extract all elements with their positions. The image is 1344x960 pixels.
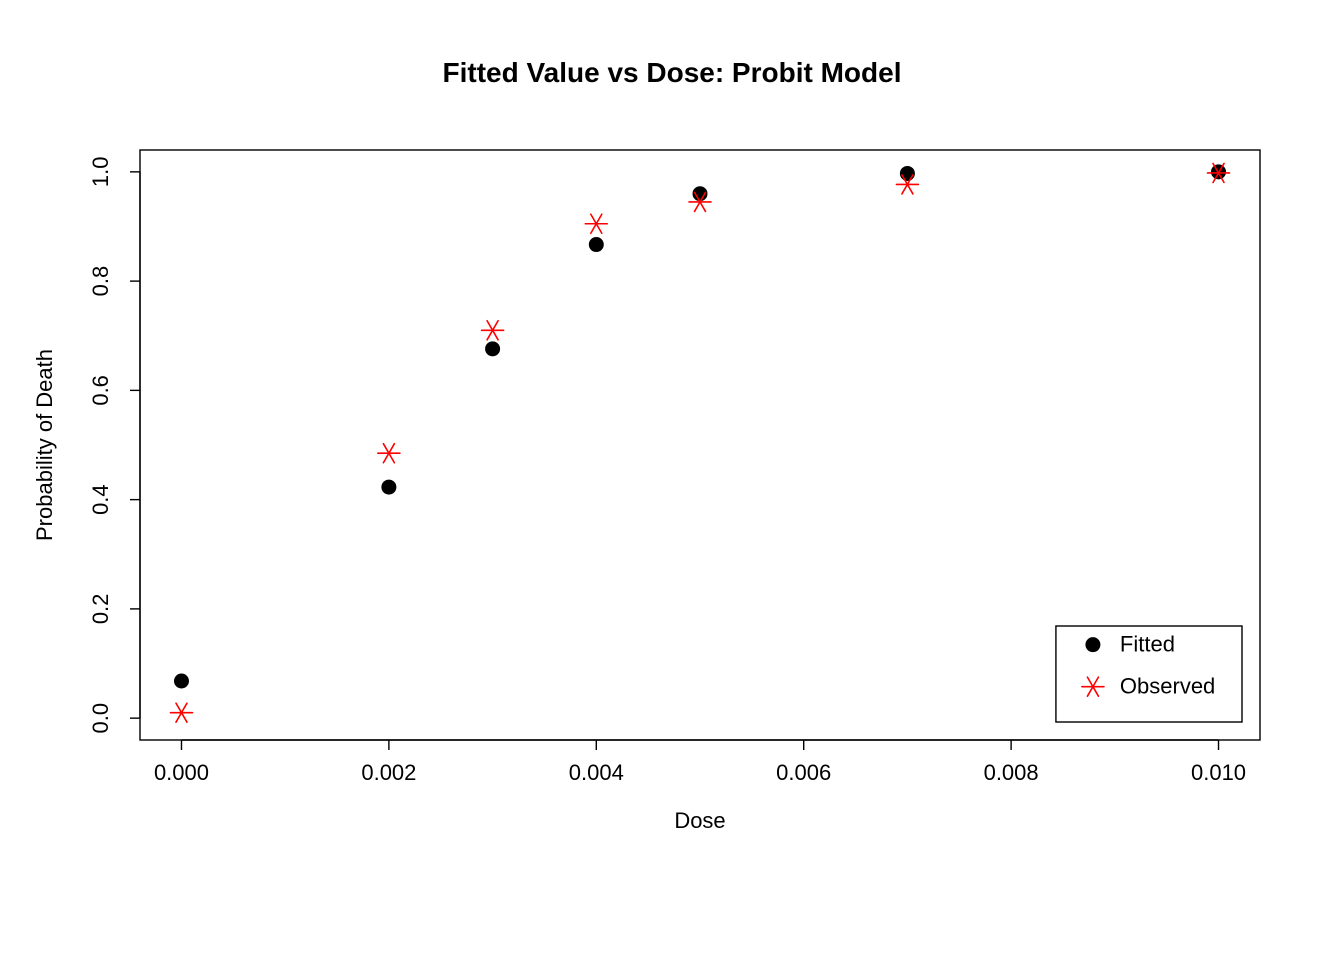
x-axis-label: Dose: [674, 808, 725, 833]
x-tick-label: 0.010: [1191, 760, 1246, 785]
y-axis-label: Probability of Death: [32, 349, 57, 541]
y-tick-label: 0.4: [88, 484, 113, 515]
point-fitted: [485, 341, 500, 356]
point-fitted: [381, 480, 396, 495]
y-tick-label: 0.6: [88, 375, 113, 406]
x-tick-label: 0.006: [776, 760, 831, 785]
y-tick-label: 0.0: [88, 703, 113, 734]
chart-background: [0, 0, 1344, 960]
chart-container: Fitted Value vs Dose: Probit Model 0.000 0…: [0, 0, 1344, 960]
chart-title: Fitted Value vs Dose: Probit Model: [443, 57, 902, 88]
chart-svg: Fitted Value vs Dose: Probit Model 0.000 0…: [0, 0, 1344, 960]
point-fitted: [174, 674, 189, 689]
legend-label: Observed: [1120, 674, 1215, 699]
y-tick-label: 0.2: [88, 594, 113, 625]
point-fitted: [900, 166, 915, 181]
x-tick-label: 0.000: [154, 760, 209, 785]
legend: Fitted Observed: [1056, 626, 1242, 722]
x-tick-label: 0.004: [569, 760, 624, 785]
x-tick-label: 0.008: [984, 760, 1039, 785]
legend-marker-fitted: [1085, 637, 1100, 652]
point-fitted: [589, 237, 604, 252]
x-tick-label: 0.002: [361, 760, 416, 785]
y-tick-label: 1.0: [88, 157, 113, 188]
legend-label: Fitted: [1120, 632, 1175, 657]
y-tick-label: 0.8: [88, 266, 113, 297]
